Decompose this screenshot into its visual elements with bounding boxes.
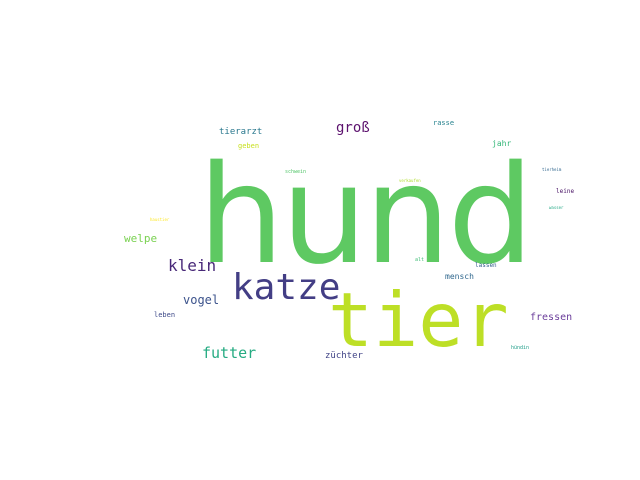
word-vogel: vogel [183,293,220,307]
word-tierheim: tierheim [542,167,562,172]
word-gross: groß [336,120,370,136]
word-haustier: haustier [150,217,170,222]
word-leben: leben [154,311,176,319]
word-schwein: schwein [285,169,307,175]
word-futter: futter [202,344,257,362]
word-leine: leine [556,188,575,195]
word-hund: hund [198,137,534,295]
word-fressen: fressen [530,312,573,323]
word-katze: katze [232,267,341,308]
word-zuechter: züchter [325,351,363,361]
word-welpe: welpe [124,232,158,245]
word-geben: geben [238,142,260,150]
word-tier: tier [328,276,509,364]
word-jahr: jahr [492,139,512,148]
word-wasser: wasser [549,205,564,210]
word-verkaufen: verkaufen [399,178,421,183]
word-klein: klein [168,256,217,275]
word-alt: alt [415,257,425,263]
word-mensch: mensch [445,272,474,281]
word-lassen: lassen [475,262,497,269]
word-huendin: hündin [511,345,530,351]
word-rasse: rasse [433,119,455,127]
word-tierarzt: tierarzt [219,127,263,137]
